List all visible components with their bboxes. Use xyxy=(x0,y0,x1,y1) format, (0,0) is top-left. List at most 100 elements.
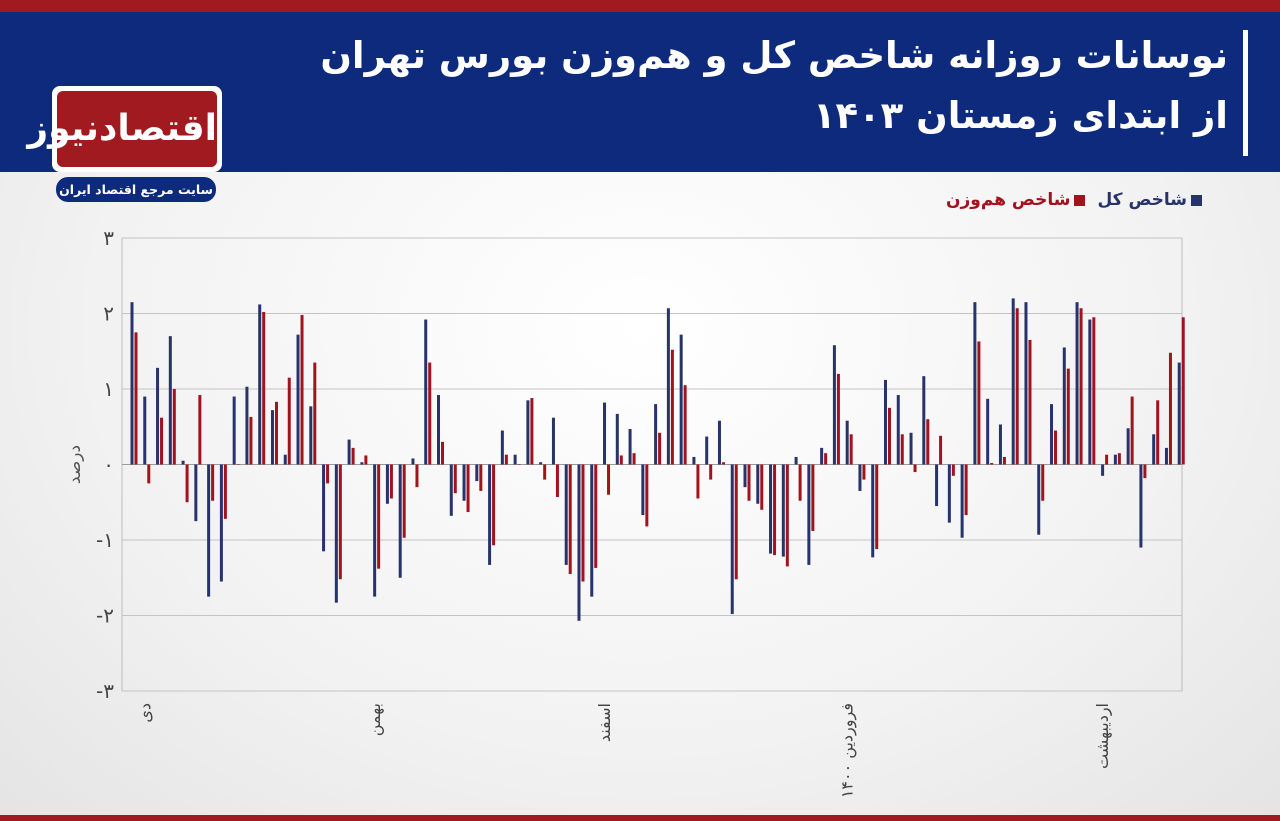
bar-equal-weight xyxy=(466,464,470,513)
bar-total xyxy=(883,379,887,465)
bar-total xyxy=(717,420,721,465)
bar-total xyxy=(449,464,453,516)
bar-equal-weight xyxy=(594,464,598,568)
bar-total xyxy=(143,396,147,465)
bar-equal-weight xyxy=(696,464,700,499)
bar-equal-weight xyxy=(249,416,253,465)
bar-total xyxy=(1062,347,1066,465)
x-month-label: دی xyxy=(135,703,154,723)
bar-total xyxy=(1139,464,1143,548)
bar-equal-weight xyxy=(939,435,943,465)
bar-total xyxy=(488,464,492,565)
bar-equal-weight xyxy=(1181,317,1185,465)
bar-total xyxy=(769,464,773,554)
bar-equal-weight xyxy=(836,373,840,465)
bar-total xyxy=(871,464,875,558)
bar-equal-weight xyxy=(747,464,751,501)
bar-total xyxy=(935,464,939,507)
bar-equal-weight xyxy=(632,453,636,465)
bar-total xyxy=(270,410,274,465)
bar-total xyxy=(1164,447,1168,465)
bar-equal-weight xyxy=(1105,454,1109,465)
bar-total xyxy=(513,454,517,465)
bar-equal-weight xyxy=(1028,339,1032,465)
legend-swatch-equal xyxy=(1074,194,1086,206)
bar-total xyxy=(1050,404,1054,465)
bar-total xyxy=(411,458,415,465)
logo-tagline: سایت مرجع اقتصاد ایران xyxy=(56,177,216,202)
bar-equal-weight xyxy=(1117,453,1121,465)
bar-equal-weight xyxy=(453,464,457,494)
bar-total xyxy=(296,334,300,465)
legend-swatch-total xyxy=(1191,194,1202,206)
y-tick-label: -۲ xyxy=(96,604,114,628)
y-tick-label: -۳ xyxy=(96,679,114,703)
bar-total xyxy=(896,395,900,465)
bar-equal-weight xyxy=(900,434,904,465)
bar-equal-weight xyxy=(785,464,789,567)
bar-total xyxy=(181,460,185,465)
logo-wordmark: اقتصادنیوز xyxy=(27,91,217,167)
bar-equal-weight xyxy=(274,401,278,465)
bar-equal-weight xyxy=(1054,430,1058,465)
bar-total xyxy=(207,464,211,597)
bar-equal-weight xyxy=(428,362,432,465)
bar-total xyxy=(654,404,658,465)
bar-total xyxy=(258,304,262,465)
bar-total xyxy=(807,464,811,565)
bar-equal-weight xyxy=(568,464,572,574)
bar-total xyxy=(845,420,849,465)
bar-equal-weight xyxy=(683,385,687,465)
bar-total xyxy=(743,464,747,488)
bar-total xyxy=(1113,454,1117,465)
bar-equal-weight xyxy=(709,464,713,480)
top-accent-strip xyxy=(0,0,1280,12)
bar-equal-weight xyxy=(607,464,611,495)
bar-equal-weight xyxy=(964,464,968,516)
logo: اقتصادنیوز xyxy=(27,86,222,172)
bar-equal-weight xyxy=(479,464,483,491)
bar-equal-weight xyxy=(517,464,521,465)
bar-equal-weight xyxy=(1156,400,1160,465)
bar-equal-weight xyxy=(1168,352,1172,465)
bar-total xyxy=(1152,434,1156,465)
bar-equal-weight xyxy=(504,454,508,465)
bar-total xyxy=(347,439,351,465)
title-line-2: از ابتدای زمستان ۱۴۰۳ xyxy=(812,94,1228,137)
bar-total xyxy=(385,464,389,504)
legend-item-equal: شاخص هم‌وزن xyxy=(946,190,1086,210)
bar-equal-weight xyxy=(492,464,496,546)
bar-equal-weight xyxy=(1079,308,1083,465)
bar-equal-weight xyxy=(326,464,330,484)
bar-equal-weight xyxy=(1092,317,1096,465)
x-month-label: فروردین ۱۴۰۰ xyxy=(838,703,858,798)
chart-legend: شاخص کل شاخص هم‌وزن xyxy=(934,190,1202,210)
bar-total xyxy=(960,464,964,538)
bar-total xyxy=(756,464,760,504)
bar-equal-weight xyxy=(1143,464,1147,479)
bar-equal-weight xyxy=(990,462,994,465)
bar-equal-weight xyxy=(926,419,930,465)
bar-total xyxy=(1011,298,1015,465)
bar-equal-weight xyxy=(887,407,891,465)
bar-equal-weight xyxy=(555,464,559,497)
bar-total xyxy=(551,417,555,465)
bar-total xyxy=(526,400,530,465)
bar-equal-weight xyxy=(147,464,151,484)
bar-equal-weight xyxy=(913,464,917,473)
bar-equal-weight xyxy=(300,315,304,465)
bar-equal-weight xyxy=(441,441,445,465)
bar-total xyxy=(539,462,543,465)
y-tick-label: ۳ xyxy=(103,226,114,250)
bar-equal-weight xyxy=(543,464,547,480)
bar-total xyxy=(475,464,479,482)
bar-total xyxy=(232,396,236,465)
bar-equal-weight xyxy=(670,349,674,465)
bar-equal-weight xyxy=(377,464,381,569)
bar-total xyxy=(1037,464,1041,535)
bottom-accent-strip xyxy=(0,815,1280,821)
bar-equal-weight xyxy=(1002,456,1006,465)
bar-total xyxy=(820,447,824,465)
bar-equal-weight xyxy=(287,377,291,465)
bar-total xyxy=(922,376,926,465)
